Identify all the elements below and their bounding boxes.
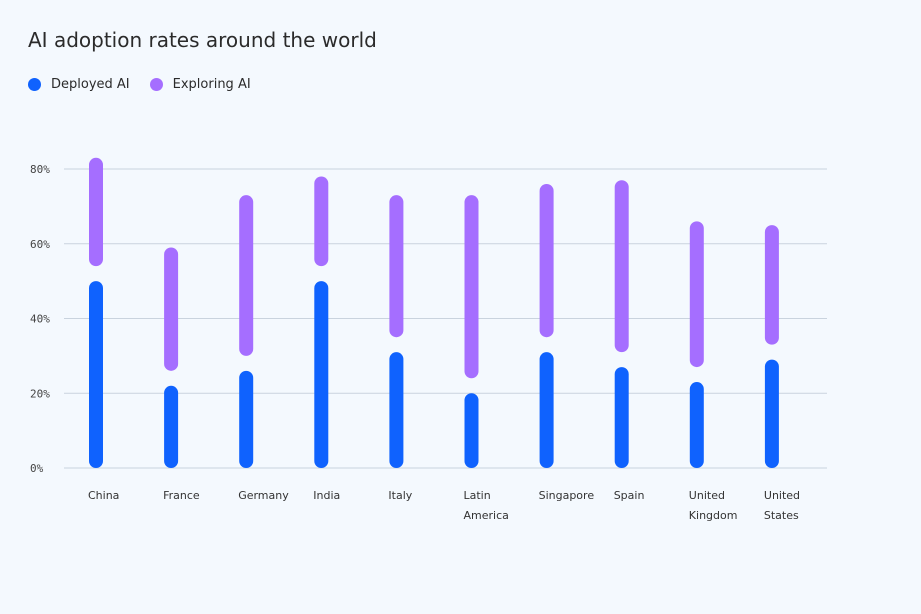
bar-exploring-singapore	[539, 183, 554, 338]
x-tick-label-italy: Italy	[388, 489, 412, 502]
bar-deployed-singapore	[539, 352, 554, 468]
x-tick-label-line: Kingdom	[689, 509, 738, 522]
bar-deployed-france	[164, 385, 179, 468]
x-tick-label-line: China	[88, 489, 119, 502]
y-tick-label-20: 20%	[30, 387, 50, 400]
legend-swatch-deployed	[28, 78, 41, 91]
legend-item-deployed[interactable]: Deployed AI	[28, 77, 130, 92]
chart-title: AI adoption rates around the world	[28, 28, 377, 52]
x-tick-label-united-states: United States	[764, 489, 800, 522]
x-tick-label-line: Italy	[388, 489, 412, 502]
bar-exploring-italy	[389, 195, 404, 338]
bar-exploring-india	[314, 176, 329, 267]
legend-item-exploring[interactable]: Exploring AI	[149, 77, 251, 92]
legend-label-deployed: Deployed AI	[51, 77, 130, 92]
x-tick-label-line: France	[163, 489, 200, 502]
legend: Deployed AI Exploring AI	[28, 77, 251, 92]
bar-exploring-latin-america	[464, 195, 479, 379]
y-tick-label-40: 40%	[30, 313, 50, 326]
bar-deployed-united-kingdom	[689, 382, 704, 468]
bar-deployed-latin-america	[464, 393, 479, 468]
x-tick-label-line: America	[464, 509, 509, 522]
x-tick-label-line: United	[689, 489, 725, 502]
x-tick-label-line: Germany	[238, 489, 289, 502]
bar-exploring-germany	[239, 195, 254, 356]
bar-exploring-spain	[614, 180, 629, 353]
legend-swatch-exploring	[149, 78, 163, 91]
x-tick-label-line: United	[764, 489, 800, 502]
x-tick-label-latin-america: Latin America	[464, 489, 509, 522]
x-tick-label-united-kingdom: United Kingdom	[689, 489, 738, 522]
legend-label-exploring: Exploring AI	[172, 77, 251, 92]
x-tick-label-line: Spain	[614, 489, 645, 502]
x-tick-label-france: France	[163, 489, 200, 502]
bar-exploring-france	[164, 247, 179, 371]
y-tick-label-0: 0%	[30, 462, 44, 475]
bar-deployed-united-states	[764, 359, 779, 468]
bar-deployed-italy	[389, 352, 404, 468]
x-tick-label-line: Latin	[464, 489, 491, 502]
x-tick-label-line: Singapore	[539, 489, 595, 502]
bar-exploring-united-kingdom	[689, 221, 704, 368]
x-tick-label-china: China	[88, 489, 119, 502]
x-tick-label-line: States	[764, 509, 799, 522]
bar-exploring-china	[89, 157, 103, 267]
x-tick-label-spain: Spain	[614, 489, 645, 502]
x-tick-label-singapore: Singapore	[539, 489, 595, 502]
x-tick-label-india: India	[313, 489, 340, 502]
x-tick-label-germany: Germany	[238, 489, 289, 502]
bar-deployed-spain	[614, 367, 629, 468]
y-tick-label-60: 60%	[30, 238, 50, 251]
x-tick-label-line: India	[313, 489, 340, 502]
bar-deployed-china	[89, 281, 103, 468]
y-tick-label-80: 80%	[30, 163, 50, 176]
bar-deployed-india	[314, 281, 329, 468]
bar-deployed-germany	[239, 370, 254, 468]
bar-exploring-united-states	[764, 225, 779, 345]
